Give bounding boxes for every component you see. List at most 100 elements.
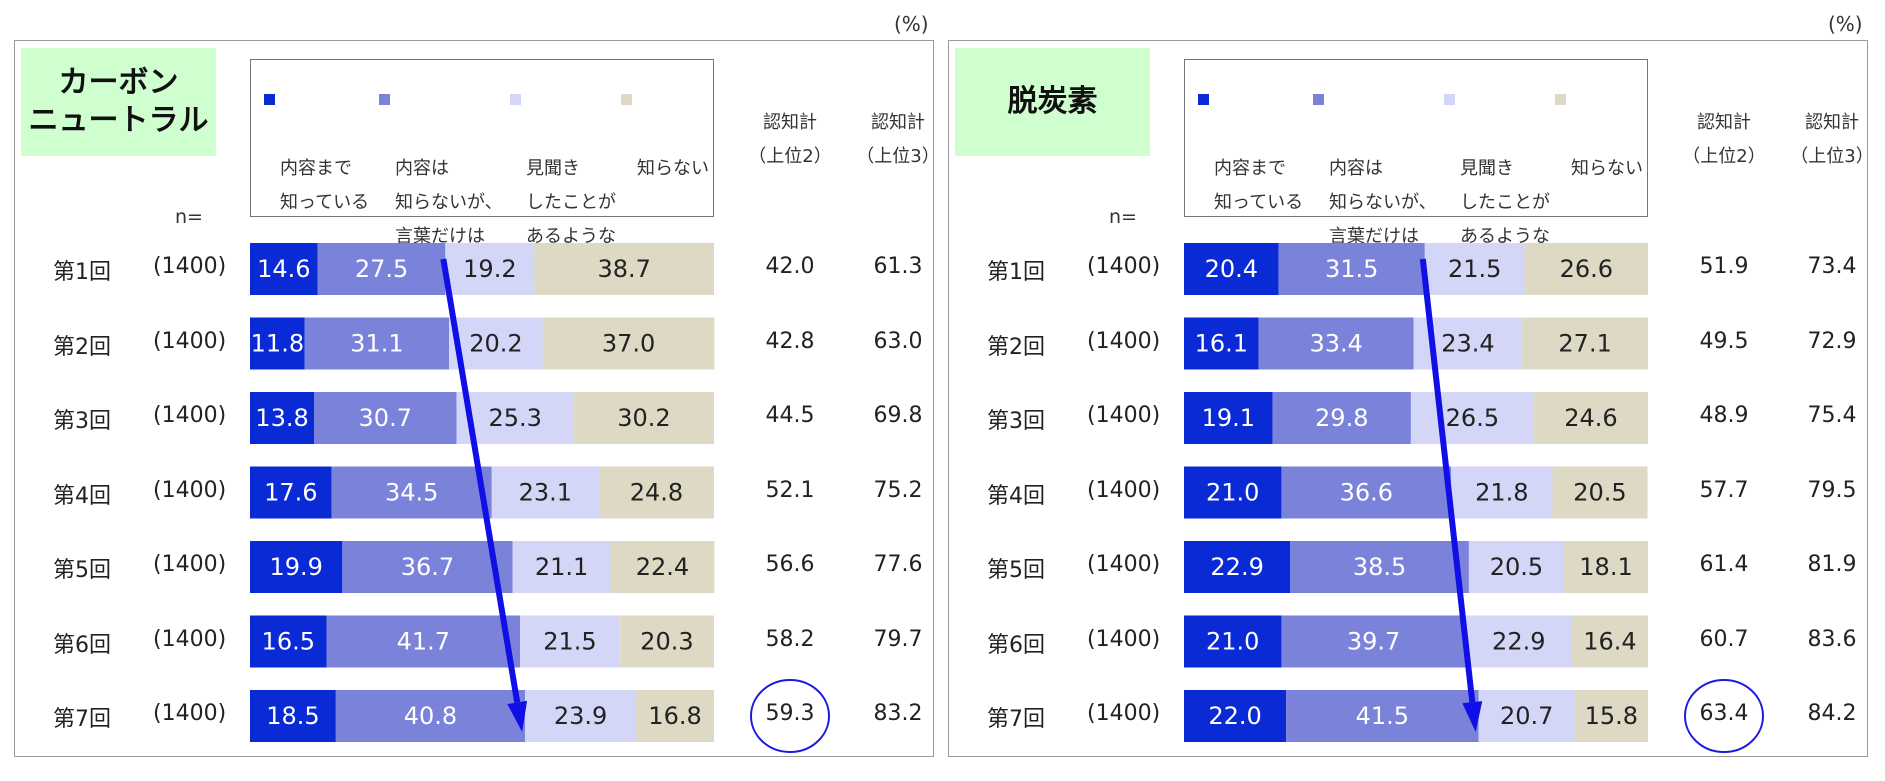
top3-value: 77.6 [873, 552, 923, 577]
row-label: 第6回 [53, 632, 111, 658]
row-label: 第2回 [987, 334, 1045, 360]
top3-value: 75.4 [1807, 403, 1857, 428]
legend: 内容まで 知っている 内容は 知らないが、 言葉だけは 知っている 見聞き した… [250, 59, 714, 281]
row-n-value: (1400) [153, 552, 227, 577]
bar-value-label: 27.1 [1558, 330, 1611, 358]
bar-segment-2 [304, 317, 450, 370]
bar-segment-1 [250, 541, 343, 593]
bar-segment-4 [619, 615, 714, 668]
legend-label: 知らない [1571, 158, 1643, 179]
bar-value-label: 33.4 [1309, 330, 1362, 358]
top3-value: 72.9 [1807, 328, 1857, 354]
bar-segment-1 [1184, 615, 1282, 668]
row-n-value: (1400) [153, 701, 227, 726]
bar-segment-3 [512, 541, 611, 593]
top3-value: 81.9 [1807, 552, 1857, 577]
top2-value: 58.2 [765, 626, 815, 652]
bar-value-label: 21.8 [1475, 479, 1528, 507]
bar-value-label: 19.2 [463, 255, 516, 283]
top2-value: 52.1 [765, 477, 815, 503]
row-label: 第2回 [53, 334, 111, 360]
row-label: 第3回 [53, 409, 111, 434]
legend-swatch-4 [621, 94, 632, 105]
legend-swatch-2 [1313, 94, 1324, 105]
bar-segment-2 [1286, 690, 1479, 742]
top3-value: 63.0 [873, 328, 923, 354]
top2-value: 42.0 [765, 254, 815, 279]
bar-value-label: 23.4 [1441, 330, 1494, 358]
bar-value-label: 22.9 [1210, 553, 1263, 581]
top2-value: 51.9 [1699, 254, 1749, 279]
bar-value-label: 37.0 [602, 330, 655, 358]
bar-segment-3 [1410, 392, 1534, 444]
top3-value: 84.2 [1807, 701, 1857, 726]
bar-segment-2 [331, 466, 492, 519]
row-n-value: (1400) [1087, 328, 1161, 354]
top3-value: 83.6 [1807, 626, 1857, 652]
bar-segment-4 [1571, 615, 1648, 668]
bar-value-label: 31.5 [1325, 255, 1378, 283]
row-n-value: (1400) [153, 254, 227, 279]
bar-segment-1 [250, 392, 315, 444]
bar-value-label: 36.7 [401, 553, 454, 581]
bar-segment-3 [1451, 466, 1553, 519]
chart-title: 脱炭素 [955, 48, 1150, 156]
top2-value: 57.7 [1699, 477, 1749, 503]
bar-value-label: 20.5 [1490, 553, 1543, 581]
bar-value-label: 24.6 [1564, 404, 1617, 432]
row-label: 第7回 [53, 707, 111, 732]
bar-segment-1 [1184, 690, 1287, 742]
top3-value: 83.2 [873, 701, 923, 726]
highlight-circle [750, 679, 830, 753]
bar-segment-2 [1278, 243, 1425, 295]
legend-item-4: 知らない [1555, 84, 1643, 220]
bar-value-label: 41.5 [1356, 702, 1409, 730]
bar-value-label: 14.6 [257, 255, 310, 283]
top3-value: 75.2 [873, 477, 923, 503]
legend-swatch-2 [379, 94, 390, 105]
bar-segment-4 [1564, 541, 1648, 593]
bar-value-label: 18.5 [266, 702, 319, 730]
bar-segment-2 [314, 392, 457, 444]
bar-segment-2 [1281, 466, 1452, 519]
legend-label: 知らない [637, 158, 709, 179]
bar-segment-1 [1184, 466, 1282, 519]
bar-segment-1 [1184, 392, 1273, 444]
bar-segment-1 [250, 690, 336, 742]
row-label: 第5回 [53, 558, 111, 583]
bar-value-label: 30.7 [359, 404, 412, 432]
bar-value-label: 23.9 [554, 702, 607, 730]
bar-value-label: 26.6 [1560, 255, 1613, 283]
bar-value-label: 30.2 [617, 404, 670, 432]
unit-label-right: (%) [1828, 12, 1863, 36]
row-label: 第4回 [53, 483, 111, 509]
bar-segment-1 [250, 466, 332, 519]
bar-segment-3 [491, 466, 599, 519]
row-label: 第1回 [987, 260, 1045, 285]
bar-segment-4 [636, 690, 714, 742]
bar-value-label: 36.6 [1340, 479, 1393, 507]
legend-item-1: 内容まで 知っている [264, 84, 369, 254]
bar-value-label: 20.7 [1500, 702, 1553, 730]
bar-value-label: 21.5 [1448, 255, 1501, 283]
bar-segment-3 [449, 317, 543, 370]
bar-segment-4 [1552, 466, 1648, 519]
bar-segment-1 [1184, 243, 1279, 295]
row-n-value: (1400) [1087, 701, 1161, 726]
bar-segment-4 [1522, 317, 1648, 370]
bar-segment-3 [445, 243, 535, 295]
top2-value: 63.4 [1699, 701, 1749, 726]
legend-swatch-1 [264, 94, 275, 105]
trend-arrow-head [1462, 701, 1483, 732]
stacked-bar-chart: 14.6 27.5 19.2 38.7 11.8 31.1 20.2 37.0 13.8 30.7… [250, 243, 830, 753]
n-label: n= [1109, 206, 1137, 228]
top3-value: 61.3 [873, 254, 923, 279]
bar-value-label: 11.8 [251, 330, 304, 358]
bar-value-label: 41.7 [397, 628, 450, 656]
chart-title: カーボン ニュートラル [21, 48, 216, 156]
top3-value: 73.4 [1807, 254, 1857, 279]
bar-value-label: 20.5 [1573, 479, 1626, 507]
bar-segment-3 [525, 690, 637, 742]
bar-value-label: 25.3 [488, 404, 541, 432]
trend-arrow-shaft [440, 258, 521, 703]
